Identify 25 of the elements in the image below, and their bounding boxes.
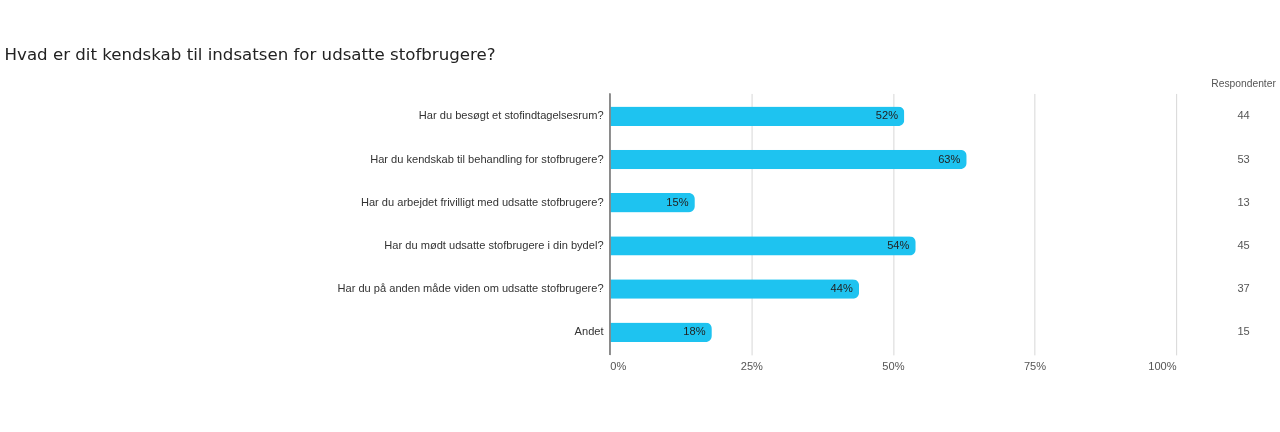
- data-label: 15%: [666, 195, 689, 208]
- y-tick-label: Andet: [574, 325, 604, 338]
- x-tick-label: 25%: [740, 360, 764, 373]
- text: Hvad er dit kendskab til indsatsen for udsatte stofbrugere?: [4, 45, 496, 65]
- x-tick-label: 0%: [610, 360, 627, 373]
- y-tick-label: Har du besøgt et stofindtagelsesrum?: [418, 109, 604, 122]
- data-label: 18%: [683, 325, 706, 338]
- y-tick-label: Har du på anden måde viden om udsatte stofbrugere?: [337, 282, 604, 295]
- text: 44: [1237, 109, 1250, 122]
- data-label: 54%: [887, 239, 910, 252]
- text: 53: [1237, 152, 1250, 165]
- y-tick-label: Har du kendskab til behandling for stofbrugere?: [370, 152, 604, 165]
- text: 13: [1237, 195, 1250, 208]
- text: 15: [1237, 325, 1250, 338]
- text: 45: [1237, 239, 1250, 252]
- text: Respondenter: [1211, 78, 1277, 90]
- text: 37: [1237, 282, 1250, 295]
- x-tick-label: 100%: [1148, 360, 1177, 373]
- y-tick-label: Har du arbejdet frivilligt med udsatte stofbrugere?: [360, 195, 604, 208]
- y-tick-label: Har du mødt udsatte stofbrugere i din bydel?: [384, 239, 604, 252]
- x-tick-label: 50%: [882, 360, 905, 373]
- data-label: 52%: [875, 109, 899, 122]
- data-label: 44%: [830, 282, 853, 295]
- data-label: 63%: [938, 152, 961, 165]
- x-tick-label: 75%: [1023, 360, 1047, 373]
